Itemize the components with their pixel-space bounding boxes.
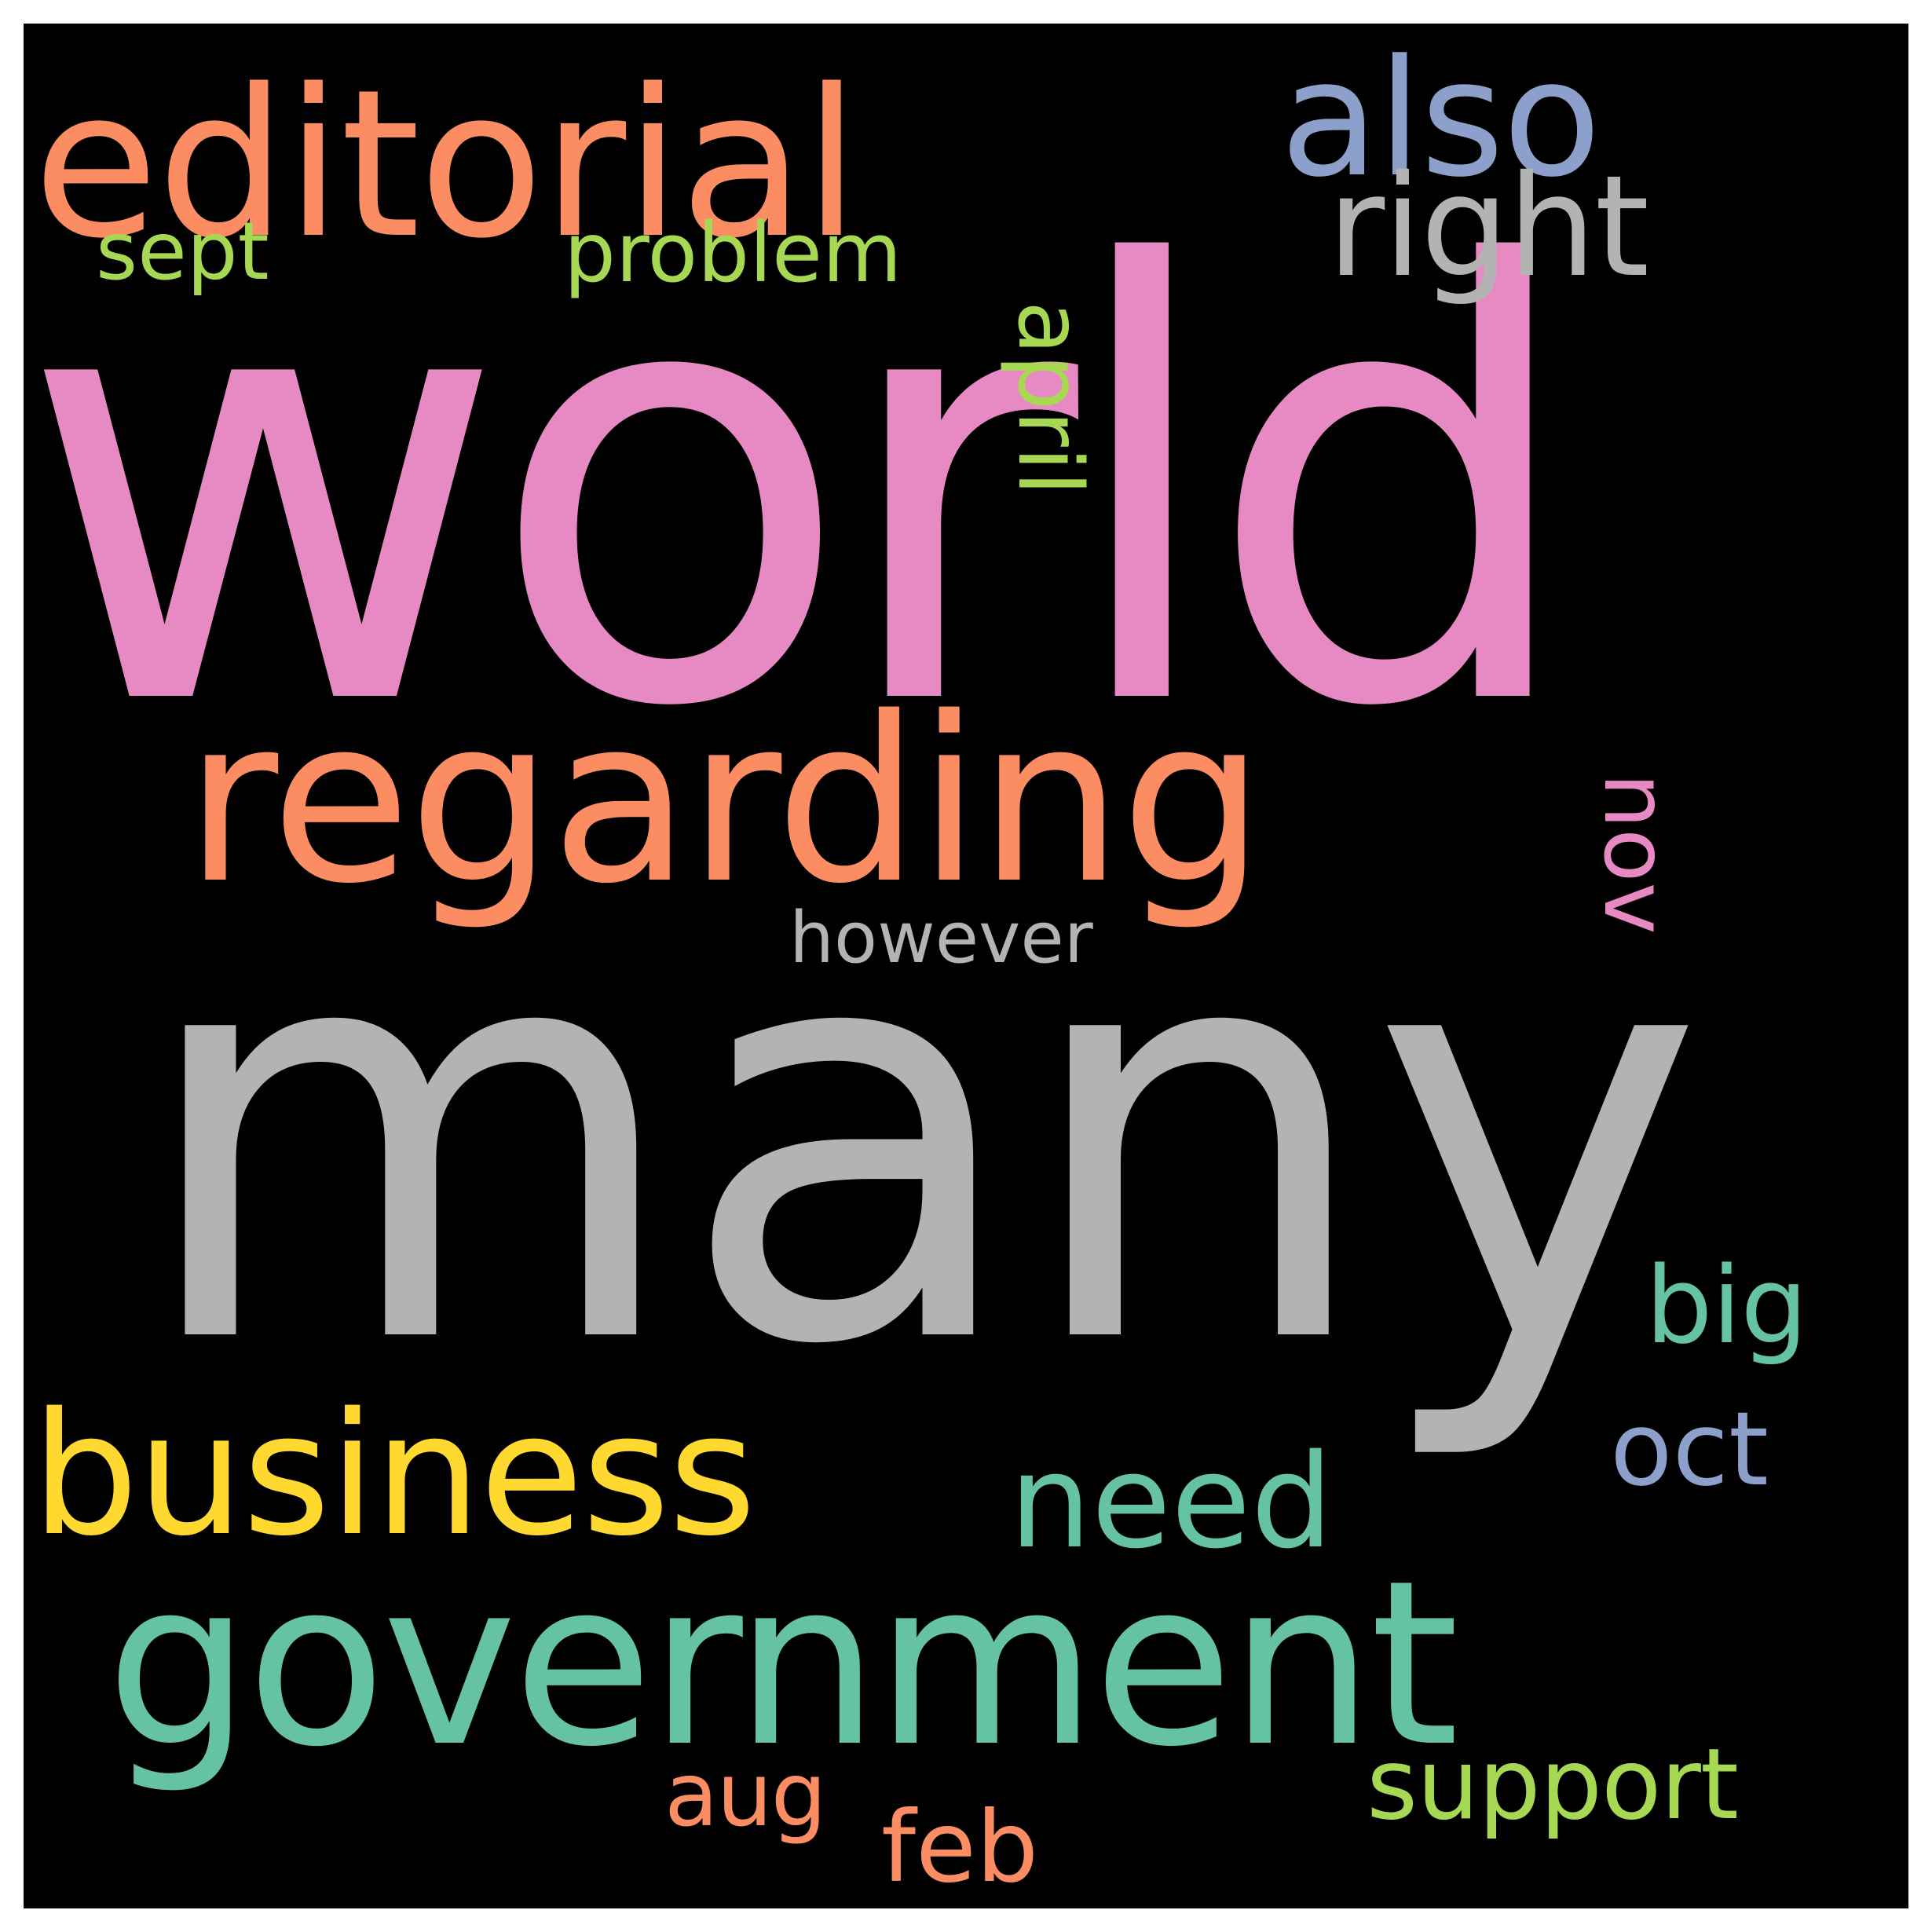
word-however: however: [789, 897, 1093, 979]
word-editorial: editorial: [33, 46, 860, 284]
word-feb: feb: [881, 1791, 1039, 1905]
word-aug: aug: [664, 1744, 827, 1846]
word-also: also: [1280, 26, 1601, 213]
word-cloud-canvas: world many regarding editorial governmen…: [24, 24, 1908, 1908]
word-right: right: [1327, 145, 1649, 308]
word-oct: oct: [1610, 1389, 1769, 1509]
word-problem: problem: [564, 205, 902, 301]
word-need: need: [1009, 1426, 1334, 1577]
word-nov: nov: [1584, 773, 1686, 935]
word-regarding: regarding: [185, 669, 1265, 934]
word-many: many: [134, 810, 1705, 1468]
word-sept: sept: [96, 205, 269, 298]
word-world: world: [24, 143, 1584, 837]
word-april: april: [998, 301, 1100, 496]
word-business: business: [31, 1376, 756, 1573]
word-government: government: [106, 1532, 1459, 1797]
word-big: big: [1645, 1244, 1808, 1367]
word-support: support: [1367, 1728, 1739, 1842]
